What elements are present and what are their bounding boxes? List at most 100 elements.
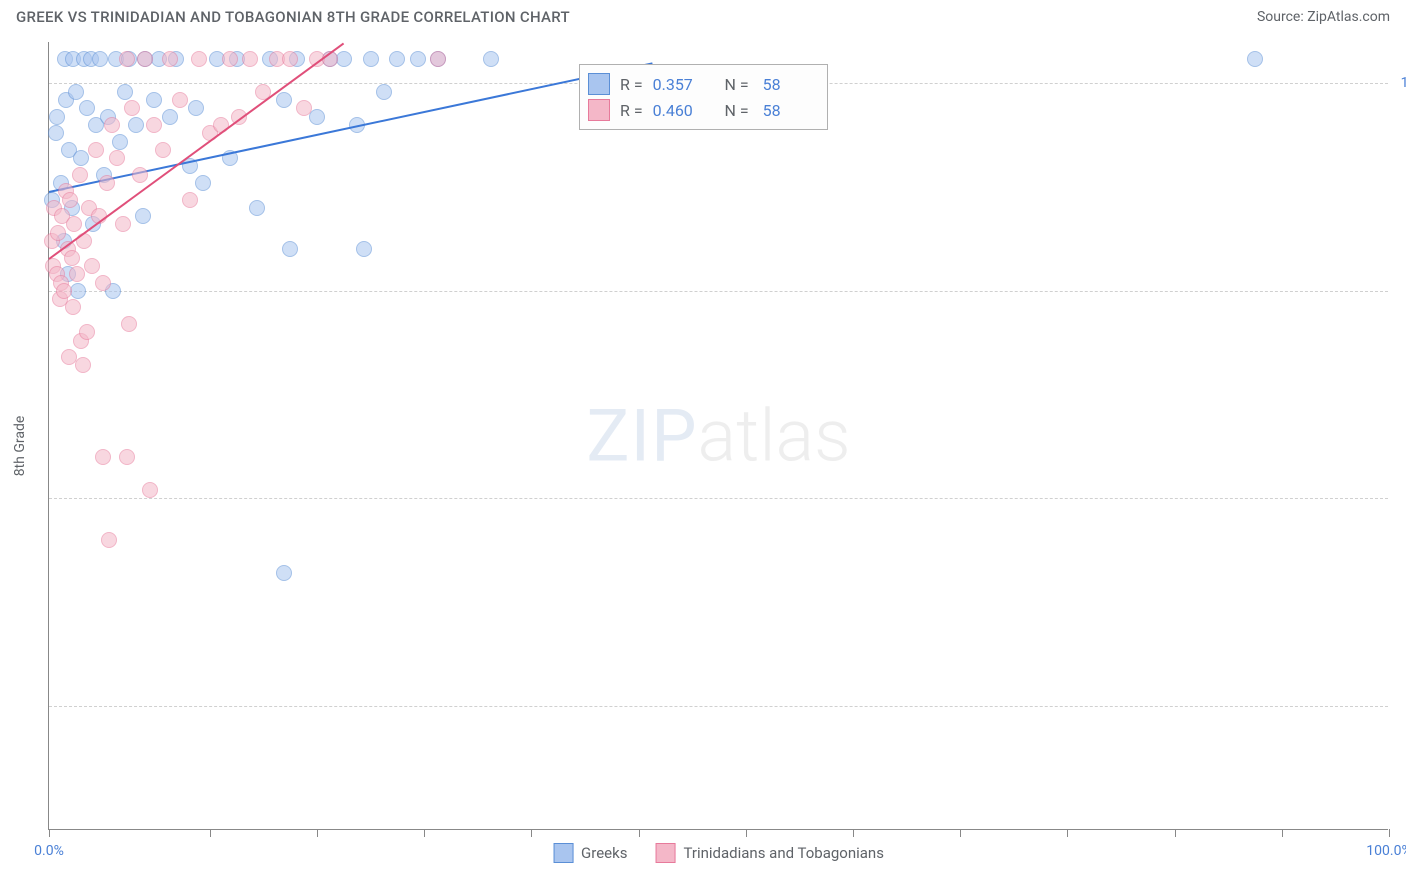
scatter-point bbox=[430, 51, 446, 67]
legend-item: Trinidadians and Tobagonians bbox=[655, 843, 883, 863]
stat-r-label: R = bbox=[620, 75, 643, 94]
x-tick-label-start: 0.0% bbox=[34, 843, 64, 859]
scatter-point bbox=[79, 324, 95, 340]
stats-box: R = 0.357 N = 58R = 0.460 N = 58 bbox=[579, 64, 828, 130]
scatter-point bbox=[72, 167, 88, 183]
scatter-point bbox=[56, 283, 72, 299]
gridline bbox=[49, 291, 1388, 292]
legend-label: Greeks bbox=[581, 844, 627, 862]
x-tick bbox=[1175, 829, 1176, 837]
scatter-point bbox=[68, 84, 84, 100]
x-tick bbox=[1067, 829, 1068, 837]
scatter-point bbox=[65, 299, 81, 315]
scatter-point bbox=[104, 117, 120, 133]
x-tick bbox=[639, 829, 640, 837]
scatter-point bbox=[309, 109, 325, 125]
legend-label: Trinidadians and Tobagonians bbox=[683, 844, 883, 862]
scatter-point bbox=[282, 51, 298, 67]
stat-r-label: R = bbox=[620, 101, 643, 120]
scatter-point bbox=[88, 142, 104, 158]
source-name: ZipAtlas.com bbox=[1307, 9, 1390, 25]
scatter-point bbox=[137, 51, 153, 67]
gridline bbox=[49, 706, 1388, 707]
scatter-point bbox=[115, 216, 131, 232]
scatter-point bbox=[84, 258, 100, 274]
scatter-point bbox=[276, 565, 292, 581]
scatter-point bbox=[50, 225, 66, 241]
scatter-point bbox=[66, 216, 82, 232]
scatter-point bbox=[73, 150, 89, 166]
scatter-point bbox=[70, 283, 86, 299]
stat-n-label: N = bbox=[713, 75, 753, 94]
scatter-point bbox=[242, 51, 258, 67]
scatter-point bbox=[188, 100, 204, 116]
scatter-point bbox=[195, 175, 211, 191]
stat-n-label: N = bbox=[713, 101, 753, 120]
scatter-point bbox=[119, 51, 135, 67]
scatter-point bbox=[1247, 51, 1263, 67]
y-tick-label: 100.0% bbox=[1401, 75, 1406, 91]
scatter-point bbox=[69, 266, 85, 282]
scatter-point bbox=[124, 100, 140, 116]
y-axis-label: 8th Grade bbox=[12, 416, 28, 477]
x-tick bbox=[424, 829, 425, 837]
scatter-point bbox=[135, 208, 151, 224]
watermark: ZIPatlas bbox=[586, 393, 850, 478]
x-tick-label-end: 100.0% bbox=[1366, 843, 1406, 859]
scatter-point bbox=[483, 51, 499, 67]
scatter-point bbox=[282, 241, 298, 257]
legend-swatch bbox=[655, 843, 675, 863]
chart-source: Source: ZipAtlas.com bbox=[1257, 9, 1390, 25]
scatter-point bbox=[410, 51, 426, 67]
scatter-chart: ZIPatlas 85.0%90.0%95.0%100.0%0.0%100.0%… bbox=[48, 42, 1388, 830]
x-tick bbox=[853, 829, 854, 837]
legend-swatch bbox=[553, 843, 573, 863]
scatter-point bbox=[117, 84, 133, 100]
scatter-point bbox=[146, 117, 162, 133]
scatter-point bbox=[249, 200, 265, 216]
scatter-point bbox=[49, 109, 65, 125]
scatter-point bbox=[191, 51, 207, 67]
x-tick bbox=[746, 829, 747, 837]
x-tick bbox=[960, 829, 961, 837]
scatter-point bbox=[95, 449, 111, 465]
scatter-point bbox=[162, 51, 178, 67]
x-tick bbox=[1282, 829, 1283, 837]
x-tick bbox=[317, 829, 318, 837]
scatter-point bbox=[146, 92, 162, 108]
scatter-point bbox=[222, 51, 238, 67]
watermark-zip: ZIP bbox=[586, 393, 697, 478]
scatter-point bbox=[112, 134, 128, 150]
scatter-point bbox=[95, 275, 111, 291]
scatter-point bbox=[363, 51, 379, 67]
chart-title: GREEK VS TRINIDADIAN AND TOBAGONIAN 8TH … bbox=[16, 8, 570, 26]
scatter-point bbox=[128, 117, 144, 133]
scatter-point bbox=[79, 100, 95, 116]
scatter-point bbox=[109, 150, 125, 166]
stats-row: R = 0.460 N = 58 bbox=[588, 97, 813, 123]
gridline bbox=[49, 498, 1388, 499]
scatter-point bbox=[92, 51, 108, 67]
stats-swatch bbox=[588, 73, 610, 95]
scatter-point bbox=[132, 167, 148, 183]
stats-row: R = 0.357 N = 58 bbox=[588, 71, 813, 97]
scatter-point bbox=[155, 142, 171, 158]
scatter-point bbox=[376, 84, 392, 100]
scatter-point bbox=[48, 125, 64, 141]
scatter-point bbox=[296, 100, 312, 116]
scatter-point bbox=[62, 192, 78, 208]
scatter-point bbox=[64, 250, 80, 266]
x-tick bbox=[1389, 829, 1390, 837]
x-tick bbox=[531, 829, 532, 837]
scatter-point bbox=[356, 241, 372, 257]
chart-header: GREEK VS TRINIDADIAN AND TOBAGONIAN 8TH … bbox=[0, 0, 1406, 30]
watermark-atlas: atlas bbox=[698, 393, 851, 478]
scatter-point bbox=[182, 192, 198, 208]
scatter-point bbox=[61, 349, 77, 365]
stat-n-value: 58 bbox=[763, 101, 813, 120]
legend: Greeks Trinidadians and Tobagonians bbox=[553, 843, 884, 863]
source-prefix: Source: bbox=[1257, 9, 1307, 25]
stat-r-value: 0.460 bbox=[653, 101, 703, 120]
scatter-point bbox=[276, 92, 292, 108]
scatter-point bbox=[172, 92, 188, 108]
